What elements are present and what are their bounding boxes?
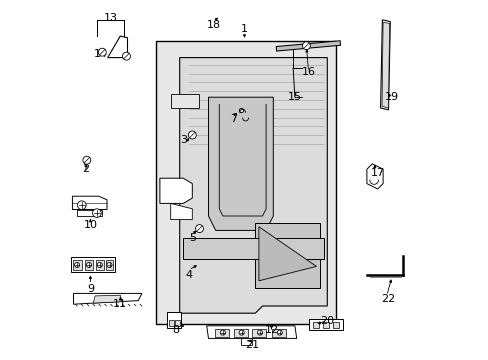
Circle shape: [188, 131, 196, 139]
Bar: [168, 320, 174, 326]
Circle shape: [277, 330, 282, 335]
Text: 12: 12: [264, 325, 278, 336]
Polygon shape: [77, 210, 102, 216]
Bar: [322, 322, 329, 328]
Text: 1: 1: [241, 24, 247, 34]
Circle shape: [97, 262, 102, 267]
Circle shape: [107, 262, 112, 267]
Polygon shape: [170, 203, 192, 220]
Bar: [312, 322, 319, 328]
Text: 19: 19: [384, 92, 398, 102]
Bar: [271, 329, 285, 337]
Bar: [96, 260, 103, 270]
Circle shape: [77, 201, 86, 210]
Text: 6: 6: [167, 195, 174, 205]
Polygon shape: [381, 22, 389, 108]
Circle shape: [239, 330, 244, 335]
Polygon shape: [206, 326, 296, 338]
Circle shape: [98, 48, 106, 56]
Polygon shape: [93, 295, 122, 303]
Polygon shape: [71, 257, 115, 272]
Polygon shape: [183, 238, 323, 259]
Circle shape: [75, 262, 80, 267]
Text: 16: 16: [302, 67, 316, 77]
Polygon shape: [208, 97, 273, 230]
Bar: [106, 260, 113, 270]
Circle shape: [195, 225, 203, 233]
Text: 5: 5: [188, 233, 195, 243]
Circle shape: [92, 209, 101, 217]
Text: 22: 22: [381, 294, 395, 304]
Text: 7: 7: [230, 114, 237, 124]
Text: 20: 20: [320, 316, 334, 326]
Polygon shape: [107, 36, 127, 58]
Circle shape: [86, 262, 91, 267]
Text: 17: 17: [370, 168, 384, 178]
Text: 10: 10: [83, 220, 97, 230]
Text: 2: 2: [81, 164, 89, 174]
Polygon shape: [258, 227, 316, 281]
Circle shape: [302, 42, 310, 50]
Bar: [72, 260, 81, 270]
Circle shape: [220, 330, 225, 335]
Text: 15: 15: [287, 92, 301, 102]
Polygon shape: [255, 223, 320, 288]
Circle shape: [122, 52, 130, 60]
Circle shape: [257, 330, 262, 335]
Text: 3: 3: [180, 135, 186, 145]
Polygon shape: [73, 293, 142, 304]
Text: 14: 14: [93, 49, 107, 59]
Bar: [241, 338, 251, 345]
Bar: [332, 322, 339, 328]
Circle shape: [82, 156, 91, 164]
Text: 4: 4: [185, 270, 192, 280]
Text: 13: 13: [104, 13, 118, 23]
Text: 11: 11: [113, 299, 127, 309]
Bar: [251, 329, 266, 337]
Text: 8: 8: [172, 325, 179, 336]
Text: 9: 9: [87, 284, 94, 294]
Bar: [233, 329, 247, 337]
Polygon shape: [160, 178, 192, 203]
Bar: [167, 312, 181, 328]
Bar: [175, 320, 180, 326]
Bar: [85, 260, 93, 270]
Polygon shape: [72, 196, 107, 210]
Bar: [215, 329, 229, 337]
Polygon shape: [179, 58, 326, 313]
Text: 21: 21: [244, 339, 258, 350]
Bar: [156, 41, 336, 324]
Polygon shape: [170, 94, 199, 108]
Polygon shape: [309, 319, 343, 330]
Polygon shape: [366, 164, 382, 189]
Text: 18: 18: [206, 20, 221, 30]
Polygon shape: [380, 20, 389, 110]
